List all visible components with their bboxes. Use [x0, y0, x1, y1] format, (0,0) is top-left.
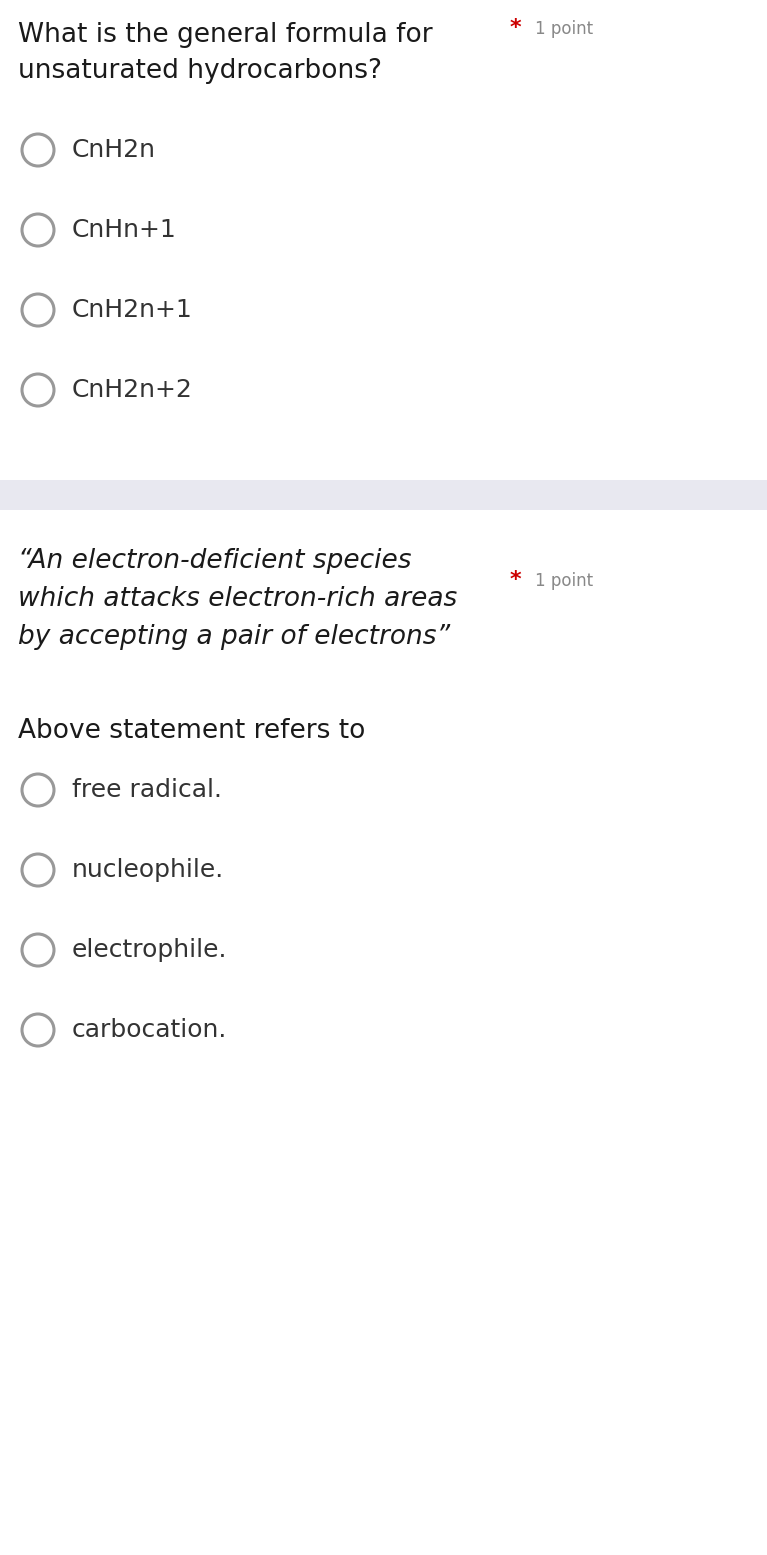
Circle shape: [22, 375, 54, 406]
Bar: [0, 480, 767, 510]
Text: *: *: [510, 571, 522, 589]
Circle shape: [22, 935, 54, 966]
Text: which attacks electron-rich areas: which attacks electron-rich areas: [18, 586, 457, 613]
Text: by accepting a pair of electrons”: by accepting a pair of electrons”: [18, 624, 450, 650]
Text: CnHn+1: CnHn+1: [72, 218, 176, 243]
Text: Above statement refers to: Above statement refers to: [18, 718, 365, 743]
Text: electrophile.: electrophile.: [72, 938, 228, 963]
Text: *: *: [510, 19, 522, 37]
Circle shape: [22, 854, 54, 886]
Text: What is the general formula for: What is the general formula for: [18, 22, 433, 48]
Circle shape: [22, 1014, 54, 1047]
Circle shape: [22, 294, 54, 327]
Text: CnH2n+1: CnH2n+1: [72, 299, 193, 322]
Text: 1 point: 1 point: [535, 20, 593, 37]
Text: 1 point: 1 point: [535, 572, 593, 589]
Text: CnH2n+2: CnH2n+2: [72, 378, 193, 403]
Circle shape: [22, 134, 54, 166]
Text: nucleophile.: nucleophile.: [72, 858, 224, 882]
Text: CnH2n: CnH2n: [72, 138, 156, 162]
Text: carbocation.: carbocation.: [72, 1019, 227, 1042]
Text: unsaturated hydrocarbons?: unsaturated hydrocarbons?: [18, 58, 382, 84]
Circle shape: [22, 774, 54, 805]
Text: “An electron-deficient species: “An electron-deficient species: [18, 547, 412, 574]
Circle shape: [22, 215, 54, 246]
Text: free radical.: free radical.: [72, 778, 222, 802]
